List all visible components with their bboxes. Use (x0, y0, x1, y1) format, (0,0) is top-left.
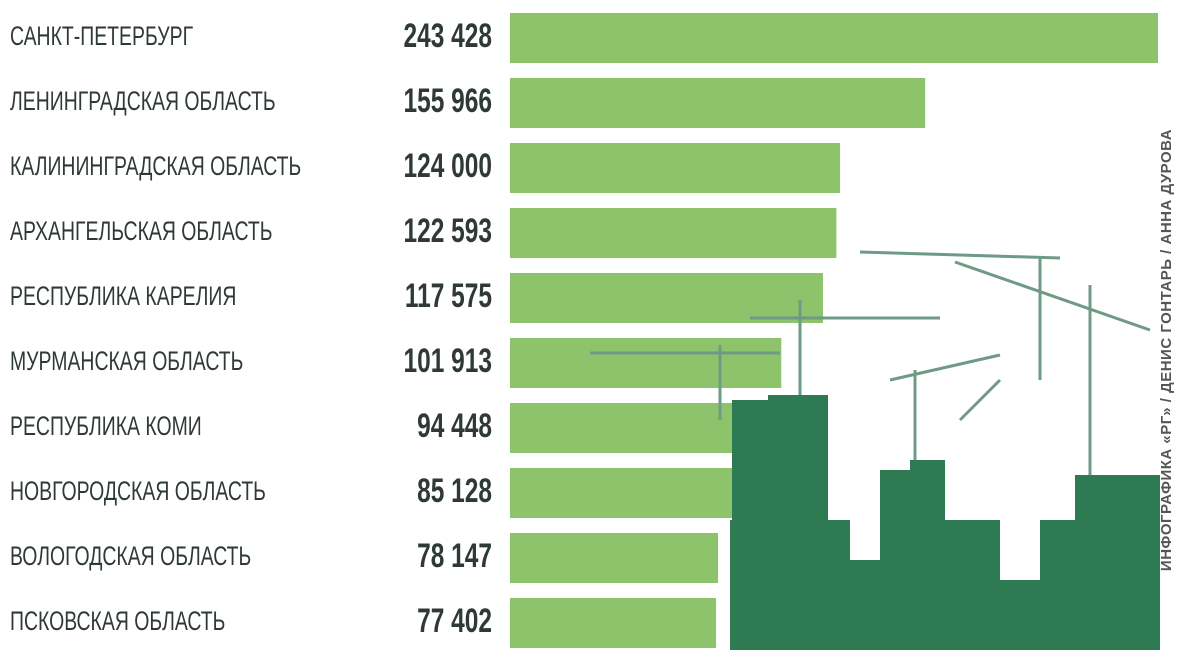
credit: ИНФОГРАФИКА «РГ» / ДЕНИС ГОНТАРЬ / АННА … (1158, 129, 1175, 571)
bar (510, 533, 719, 583)
bar (510, 273, 823, 323)
value-label: 122 593 (404, 212, 492, 250)
bar (510, 468, 737, 518)
bar (510, 403, 762, 453)
category-label: МУРМАНСКАЯ ОБЛАСТЬ (10, 346, 243, 376)
bar (510, 208, 837, 258)
category-label: АРХАНГЕЛЬСКАЯ ОБЛАСТЬ (10, 216, 272, 246)
value-label: 124 000 (404, 147, 492, 185)
bar (510, 78, 926, 128)
value-label: 243 428 (404, 17, 492, 55)
value-label: 77 402 (417, 602, 492, 640)
value-label: 85 128 (417, 472, 492, 510)
bar (510, 13, 1158, 63)
category-label: САНКТ-ПЕТЕРБУРГ (10, 21, 193, 51)
value-label: 101 913 (404, 342, 492, 380)
bar (510, 338, 782, 388)
value-label: 78 147 (417, 537, 492, 575)
category-label: ЛЕНИНГРАДСКАЯ ОБЛАСТЬ (10, 86, 276, 116)
category-label: НОВГОРОДСКАЯ ОБЛАСТЬ (10, 476, 266, 506)
category-label: КАЛИНИНГРАДСКАЯ ОБЛАСТЬ (10, 151, 301, 181)
category-label: ВОЛОГОДСКАЯ ОБЛАСТЬ (10, 541, 251, 571)
category-label: РЕСПУБЛИКА КАРЕЛИЯ (10, 281, 236, 311)
value-label: 155 966 (404, 82, 492, 120)
value-label: 117 575 (405, 277, 492, 315)
category-label: РЕСПУБЛИКА КОМИ (10, 411, 202, 441)
construction-illustration (590, 250, 1160, 650)
bars (510, 13, 1158, 648)
value-label: 94 448 (417, 407, 492, 445)
bar (510, 143, 841, 193)
bar (510, 598, 717, 648)
category-label: ПСКОВСКАЯ ОБЛАСТЬ (10, 606, 225, 636)
